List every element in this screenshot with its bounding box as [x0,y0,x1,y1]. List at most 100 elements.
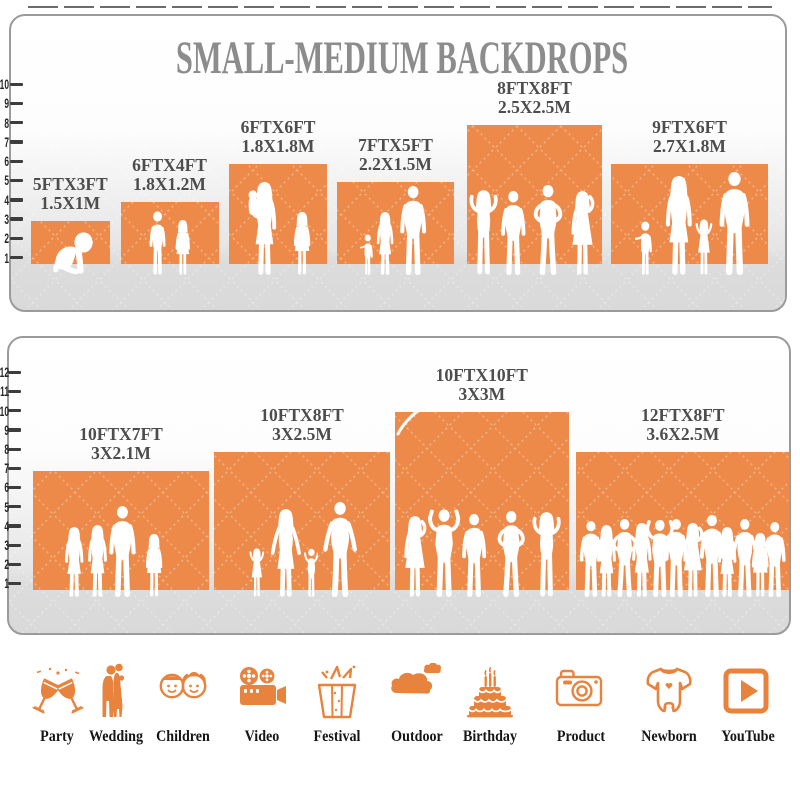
outdoor-icon [391,663,442,694]
size-meters: 1.8X1.8M [241,135,315,156]
ruler-tick [7,466,21,471]
category-item-newborn[interactable]: Newborn [629,663,709,746]
festival-icon [317,665,357,719]
size-feet: 12FTX8FT [640,404,725,425]
woman-silhouette [666,175,693,275]
ruler-tick [9,121,23,125]
ruler-number: 4 [4,191,9,208]
mom-silhouette [270,509,302,597]
ruler-tick [7,389,21,394]
category-item-birthday[interactable]: Birthday [450,663,530,746]
woman-silhouette [87,525,107,597]
size-feet: 6FTX4FT [132,155,207,175]
ruler-number: 12 [0,364,10,381]
silhouette-dad [322,502,358,597]
size-feet: 9FTX6FT [652,117,727,137]
silhouette-womanposed [681,523,706,597]
ruler-number: 11 [0,383,9,400]
size-meters: 2.5X2.5M [498,96,571,117]
womanposed-silhouette [683,523,704,597]
silhouette-womanposed [569,190,598,275]
woman-silhouette [64,527,84,597]
ruler-number: 2 [4,556,9,573]
silhouette-toddler [360,233,374,275]
silhouette-armsup [643,517,677,597]
ruler-number: 9 [4,421,9,438]
product-icon [555,669,603,707]
womanposed-silhouette [571,190,594,275]
silhouette-toddler [634,221,653,275]
ruler-tick [7,524,21,528]
woman-silhouette [597,525,616,597]
birthday-icon [467,667,513,718]
ruler-number: 7 [4,133,9,150]
boy-silhouette [149,210,166,275]
backdrop-size-label: 6FTX6FT 1.8X1.8M [241,117,316,156]
category-item-video[interactable]: Video [222,663,302,746]
ruler-tick [7,370,21,375]
ruler-number: 10 [0,402,10,419]
ruler-number: 8 [4,114,9,131]
newborn-icon [646,667,692,713]
man-silhouette [500,190,526,275]
ruler-tick [9,140,23,144]
ruler-number: 6 [4,479,9,496]
grunge-crack-decoration [396,410,421,436]
category-item-party[interactable]: Party [17,663,97,746]
silhouette-woman [595,525,618,597]
category-label: Video [244,728,280,745]
size-feet: 10FTX7FT [79,423,163,444]
size-feet: 10FTX8FT [260,405,344,425]
panel-title: SMALL-MEDIUM BACKDROPS [175,32,629,84]
man-silhouette [108,506,136,597]
category-label: Outdoor [391,728,443,745]
silhouette-kidhand [303,548,319,597]
silhouette-girl [174,219,192,275]
silhouette-man [460,514,488,597]
category-label: Wedding [88,728,143,745]
silhouette-woman [716,527,738,597]
silhouette-woman [663,175,695,275]
size-feet: 5FTX3FT [32,174,108,194]
category-label: Children [156,728,210,745]
category-label: YouTube [721,728,775,745]
ruler-tick [9,217,23,221]
silhouette-woman [86,525,109,597]
category-item-youtube[interactable]: YouTube [708,663,788,746]
toddler-silhouette [634,221,652,275]
girlhands-silhouette [695,218,713,274]
man-silhouette [665,519,688,597]
category-item-wedding[interactable]: Wedding [76,663,156,746]
silhouette-man [663,519,690,597]
category-item-outdoor[interactable]: Outdoor [377,663,457,746]
panel-large-backdrops: 10FTX7FT 3X2.1M 10FTX8FT 3X2.5M 10FTX10F… [7,336,791,635]
category-item-product[interactable]: Product [541,663,621,746]
backdrop-block-7ftx5ft [337,182,454,264]
armsup-silhouette [645,519,674,597]
silhouette-girlhands [695,218,713,275]
ruler-number: 5 [4,498,9,515]
backdrop-block-10ftx8ft [214,452,390,590]
panel-small-medium-backdrops: 5FTX3FT 1.5X1M 6FTX4FT 1.8X1.2M 6FTX6FT … [9,14,787,312]
size-meters: 3X2.1M [91,442,151,463]
silhouette-girlhands [249,548,265,597]
woman-silhouette [631,523,652,597]
category-label: Festival [313,728,361,745]
size-feet: 7FTX5FT [358,135,433,155]
ruler-tick [9,82,23,86]
armsup-silhouette [427,509,461,597]
ruler-tick [9,236,23,241]
backdrop-block-6ftx4ft [120,202,219,264]
ruler-tick [7,562,21,567]
category-item-children[interactable]: Children [143,663,223,746]
category-item-festival[interactable]: Festival [297,663,377,746]
category-label: Product [556,728,606,745]
toddler-silhouette [360,233,373,275]
ruler-tick [7,581,21,586]
girl-silhouette [145,534,163,597]
ruler-tick [9,198,23,202]
man-silhouette [461,514,487,597]
manhips-silhouette [497,511,525,597]
party-icon [31,667,85,715]
